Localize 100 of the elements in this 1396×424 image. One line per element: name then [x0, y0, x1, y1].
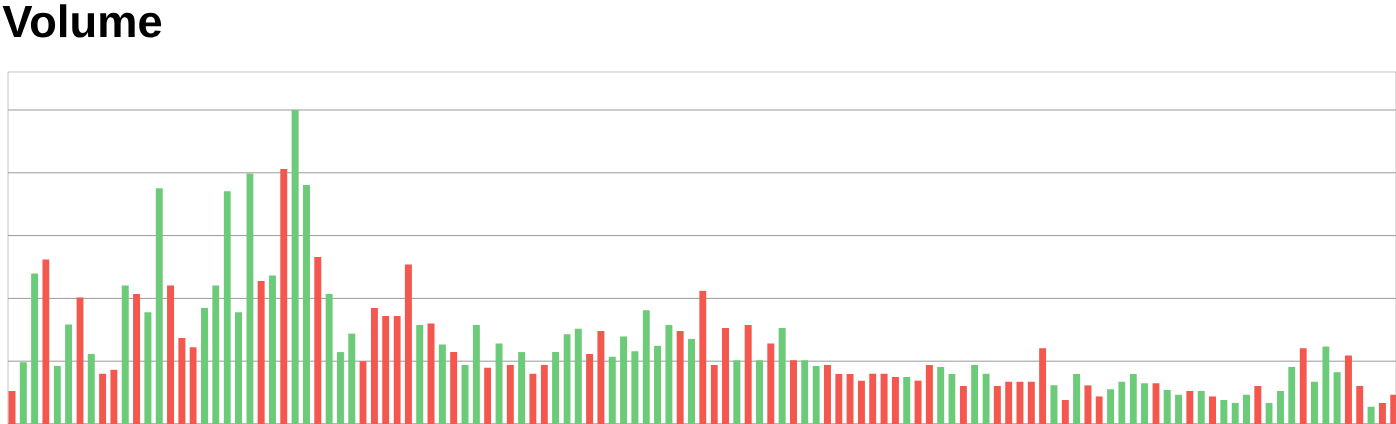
- bar: [540, 364, 548, 424]
- bar: [699, 290, 707, 424]
- bar: [1288, 366, 1296, 424]
- bar: [167, 285, 175, 424]
- bar: [1254, 385, 1262, 424]
- bar: [642, 310, 650, 424]
- bar: [1310, 381, 1318, 424]
- bar: [914, 380, 922, 424]
- bar: [155, 188, 163, 424]
- bar: [235, 312, 242, 424]
- bar: [1209, 396, 1217, 424]
- bar: [31, 273, 39, 424]
- bar: [1231, 402, 1239, 424]
- bar: [1163, 390, 1171, 424]
- bar: [801, 360, 809, 424]
- bar: [744, 325, 752, 424]
- bar: [110, 369, 118, 424]
- bar: [348, 333, 356, 424]
- bar: [880, 373, 888, 424]
- bar: [891, 376, 899, 424]
- bar: [620, 336, 628, 424]
- bar: [857, 380, 865, 424]
- bar: [336, 352, 344, 424]
- bar: [257, 281, 265, 424]
- bar: [1197, 391, 1205, 424]
- bar: [552, 352, 560, 424]
- bar: [393, 315, 401, 424]
- bar: [733, 360, 741, 424]
- bar: [971, 364, 979, 424]
- bar: [959, 385, 967, 424]
- bar: [654, 345, 662, 424]
- bar: [314, 256, 322, 424]
- bar: [1027, 381, 1035, 424]
- bar: [472, 325, 480, 424]
- bar: [1107, 389, 1115, 424]
- bar: [1220, 400, 1228, 424]
- bar: [506, 364, 514, 424]
- bar: [925, 364, 933, 424]
- bar: [223, 191, 231, 424]
- bar: [869, 373, 877, 424]
- bar: [767, 343, 775, 424]
- bar: [1299, 348, 1307, 424]
- bar: [982, 373, 990, 424]
- bar: [1141, 383, 1149, 424]
- bar: [1061, 400, 1069, 424]
- bar: [53, 365, 61, 424]
- bar: [823, 364, 831, 424]
- bar: [586, 353, 594, 424]
- bar: [688, 338, 696, 424]
- bar: [518, 352, 526, 424]
- bar: [201, 307, 209, 424]
- bar: [1084, 385, 1092, 424]
- chart-title: Volume: [2, 4, 162, 38]
- bar: [382, 315, 390, 424]
- bar: [993, 385, 1001, 424]
- bar: [1039, 348, 1047, 424]
- bar: [42, 259, 50, 424]
- bar: [1344, 355, 1352, 424]
- bar: [325, 293, 333, 424]
- bar: [903, 376, 911, 424]
- bar: [370, 307, 378, 424]
- bar: [65, 324, 73, 424]
- bar: [1050, 385, 1058, 424]
- bar: [1016, 381, 1024, 424]
- bar: [574, 328, 582, 424]
- bar: [812, 365, 820, 424]
- bar: [1073, 374, 1081, 424]
- bar: [87, 353, 95, 424]
- bar: [450, 352, 458, 424]
- bar: [1186, 391, 1194, 424]
- bar: [144, 312, 152, 424]
- bar: [416, 325, 424, 424]
- bar: [631, 351, 639, 424]
- bar: [1243, 394, 1251, 424]
- bar: [280, 169, 288, 424]
- bar: [268, 275, 276, 424]
- bar: [1333, 372, 1341, 424]
- bar: [722, 327, 730, 424]
- bar: [1367, 406, 1375, 424]
- bar: [133, 293, 141, 424]
- bar: [1276, 391, 1284, 424]
- bar: [1356, 385, 1364, 424]
- bar: [1118, 381, 1126, 424]
- bar: [484, 367, 492, 424]
- bar: [291, 109, 299, 424]
- bar: [302, 185, 310, 424]
- bar: [1378, 402, 1386, 424]
- bar: [755, 360, 763, 424]
- bar: [1129, 374, 1137, 424]
- bar: [608, 356, 616, 424]
- bar: [529, 373, 537, 424]
- bar: [597, 331, 605, 424]
- bar: [19, 362, 27, 424]
- bar: [937, 366, 945, 424]
- bar: [710, 364, 718, 424]
- bar: [461, 364, 469, 424]
- bar: [789, 360, 797, 424]
- bar: [212, 285, 220, 424]
- bar: [438, 344, 446, 424]
- bar: [404, 264, 412, 424]
